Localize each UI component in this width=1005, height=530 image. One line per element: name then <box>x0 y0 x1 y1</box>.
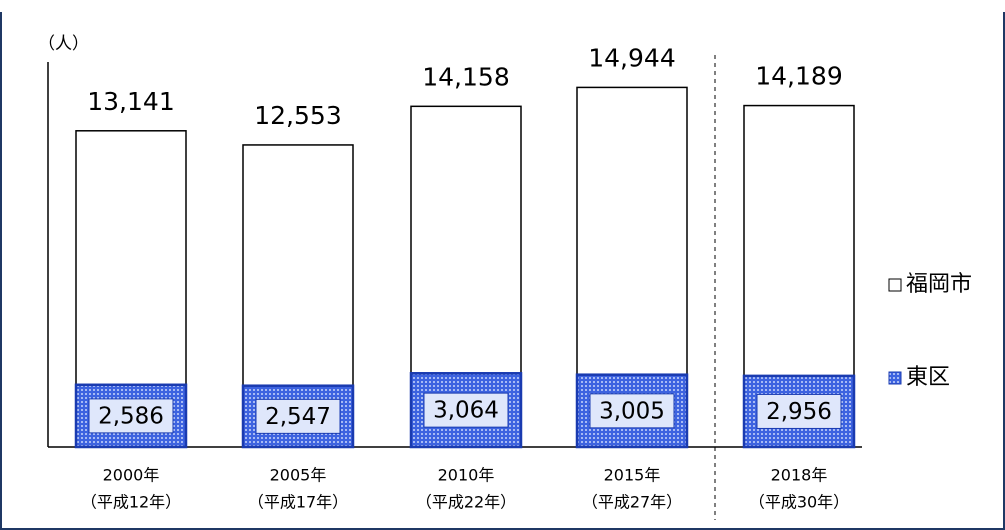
value-label: 14,944 <box>588 43 675 72</box>
value-label: 2,547 <box>265 404 331 430</box>
x-tick-label: （平成27年） <box>582 493 682 512</box>
legend-label: 東区 <box>906 365 950 390</box>
value-label: 3,005 <box>599 398 665 424</box>
value-label: 2,586 <box>98 403 164 429</box>
x-tick-label: 2010年 <box>438 466 495 485</box>
legend-swatch <box>888 278 902 292</box>
y-axis-label: （人） <box>38 34 89 54</box>
x-tick-label: （平成22年） <box>416 493 516 512</box>
value-label: 3,064 <box>433 398 499 424</box>
legend-label: 福岡市 <box>906 272 972 297</box>
x-tick-label: （平成30年） <box>749 493 849 512</box>
value-label: 14,189 <box>755 62 842 91</box>
value-label-box <box>589 393 675 429</box>
x-tick-label: 2000年 <box>103 466 160 485</box>
x-tick-label: （平成17年） <box>248 493 348 512</box>
value-label-box <box>423 392 509 428</box>
x-tick-label: 2015年 <box>604 466 661 485</box>
value-label-box <box>756 393 842 429</box>
legend-swatch <box>888 371 902 385</box>
value-label: 13,141 <box>87 87 174 116</box>
value-label: 2,956 <box>766 399 832 425</box>
x-tick-label: 2018年 <box>771 466 828 485</box>
value-label-box <box>255 398 341 434</box>
x-tick-label: 2005年 <box>270 466 327 485</box>
value-label: 14,158 <box>422 62 509 91</box>
frame <box>0 12 1005 530</box>
value-label-box <box>88 398 174 434</box>
x-tick-label: （平成12年） <box>81 493 181 512</box>
value-label: 12,553 <box>254 101 341 130</box>
